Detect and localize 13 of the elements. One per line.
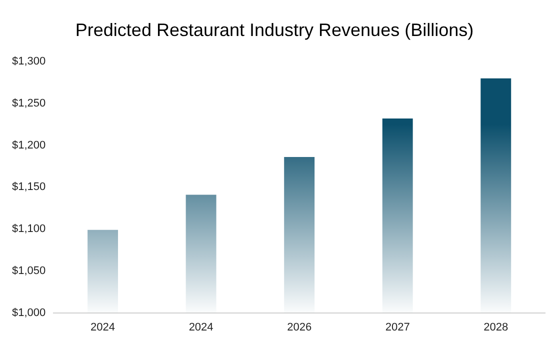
x-tick-label: 2026 [287,321,312,334]
y-tick-label: $1,200 [12,139,46,152]
y-tick-label: $1,150 [12,181,46,194]
x-tick-label: 2024 [188,321,214,334]
x-tick-label: 2028 [484,321,508,334]
y-tick-label: $1,100 [12,223,46,236]
y-tick-label: $1,250 [12,98,46,110]
y-tick-label: $1,000 [12,306,46,319]
chart-title: Predicted Restaurant Industry Revenues (Billions) [75,20,474,40]
y-tick-label: $1,050 [12,264,46,277]
x-tick-label: 2027 [385,321,410,334]
y-tick-label: $1,300 [12,56,46,68]
x-tick-label: 2024 [90,321,116,334]
